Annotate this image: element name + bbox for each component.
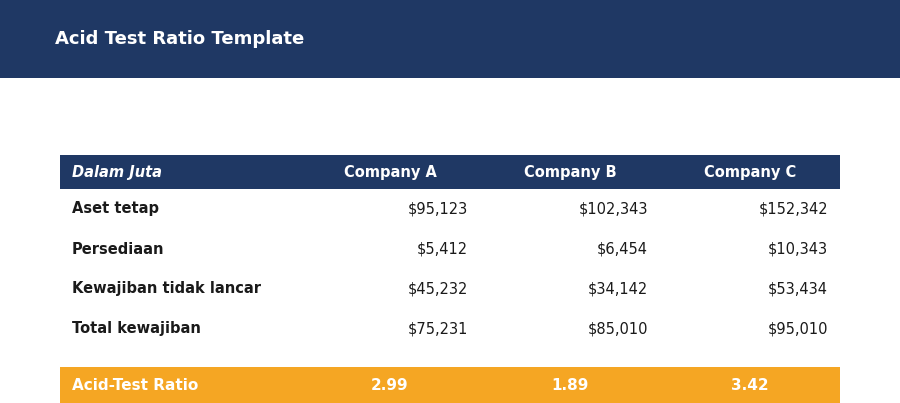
Text: 3.42: 3.42 <box>731 378 769 393</box>
Text: Aset tetap: Aset tetap <box>72 202 159 216</box>
Bar <box>60 269 840 309</box>
Text: Acid-Test Ratio: Acid-Test Ratio <box>72 378 198 393</box>
Text: Company A: Company A <box>344 164 436 179</box>
Bar <box>60 367 840 403</box>
Text: $34,142: $34,142 <box>588 282 648 297</box>
Bar <box>60 309 840 349</box>
Text: $95,123: $95,123 <box>408 202 468 216</box>
Text: Persediaan: Persediaan <box>72 241 165 256</box>
Text: $45,232: $45,232 <box>408 282 468 297</box>
Text: 2.99: 2.99 <box>371 378 409 393</box>
Text: Dalam Juta: Dalam Juta <box>72 164 162 179</box>
Text: $5,412: $5,412 <box>417 241 468 256</box>
Text: $102,343: $102,343 <box>579 202 648 216</box>
Text: $75,231: $75,231 <box>408 322 468 337</box>
Text: Total kewajiban: Total kewajiban <box>72 322 201 337</box>
Text: Kewajiban tidak lancar: Kewajiban tidak lancar <box>72 282 261 297</box>
Bar <box>60 155 840 189</box>
Text: $6,454: $6,454 <box>597 241 648 256</box>
Text: $10,343: $10,343 <box>768 241 828 256</box>
Text: Acid Test Ratio Template: Acid Test Ratio Template <box>55 30 304 48</box>
Text: 1.89: 1.89 <box>552 378 589 393</box>
Text: Company B: Company B <box>524 164 616 179</box>
Bar <box>0 0 900 78</box>
Bar <box>60 189 840 229</box>
Text: $95,010: $95,010 <box>768 322 828 337</box>
Text: $152,342: $152,342 <box>759 202 828 216</box>
Text: $53,434: $53,434 <box>768 282 828 297</box>
Bar <box>60 229 840 269</box>
Text: $85,010: $85,010 <box>588 322 648 337</box>
Text: Company C: Company C <box>704 164 796 179</box>
